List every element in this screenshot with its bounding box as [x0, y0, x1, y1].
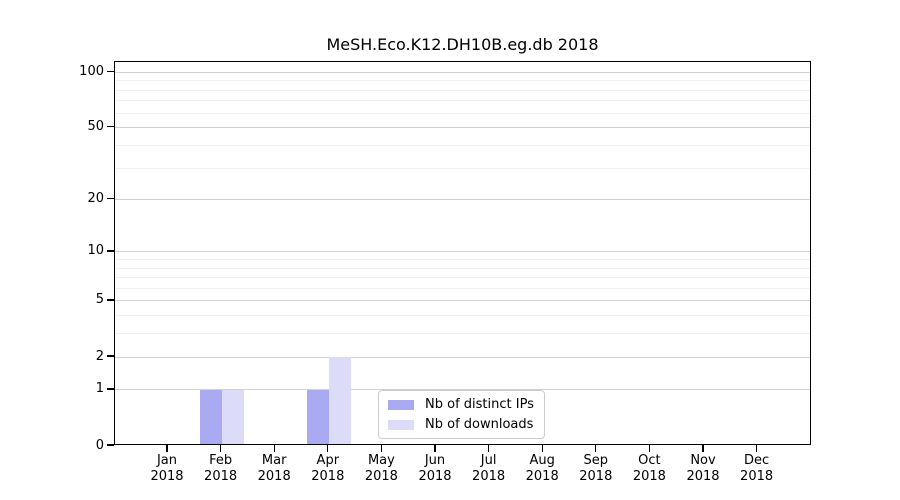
x-tick-label: Apr 2018	[298, 453, 358, 485]
legend: Nb of distinct IPs Nb of downloads	[378, 390, 545, 439]
x-tick-label: Mar 2018	[244, 453, 304, 485]
y-gridline-minor	[115, 144, 810, 146]
x-tick-year: 2018	[472, 469, 506, 484]
legend-label-downloads: Nb of downloads	[425, 417, 534, 432]
y-tick-mark	[107, 197, 114, 200]
y-tick-mark	[107, 126, 114, 128]
x-tick-year: 2018	[632, 469, 666, 484]
y-gridline-minor	[115, 315, 810, 317]
y-tick-label: 5	[95, 292, 104, 308]
legend-swatch-distinct-ips	[388, 399, 414, 410]
x-tick-year: 2018	[686, 469, 720, 484]
y-tick-label: 2	[95, 348, 104, 364]
x-tick-label: Oct 2018	[619, 453, 679, 485]
x-tick-month: Jan	[156, 453, 178, 468]
x-tick-label: Feb 2018	[191, 453, 251, 485]
x-tick-mark	[755, 445, 758, 452]
x-tick-month: Apr	[316, 453, 340, 468]
x-tick-label: Jan 2018	[137, 453, 197, 485]
y-tick-label: 0	[95, 437, 104, 453]
x-tick-label: Sep 2018	[566, 453, 626, 485]
x-tick-year: 2018	[364, 469, 398, 484]
y-gridline-major	[115, 300, 810, 302]
legend-item-distinct-ips: Nb of distinct IPs	[388, 397, 534, 412]
x-tick-mark	[648, 445, 651, 452]
x-tick-mark	[487, 445, 490, 452]
x-tick-mark	[702, 445, 704, 452]
y-tick-mark	[107, 444, 114, 446]
y-gridline-major	[115, 251, 810, 253]
y-gridline-minor	[115, 167, 810, 169]
x-tick-mark	[541, 445, 543, 452]
x-tick-mark	[166, 445, 168, 452]
legend-swatch-downloads	[388, 419, 414, 430]
x-tick-year: 2018	[740, 469, 774, 484]
x-tick-month: Dec	[744, 453, 770, 468]
y-gridline-minor	[115, 333, 810, 335]
y-gridline-major	[115, 127, 810, 129]
x-tick-month: Aug	[529, 453, 555, 468]
y-tick-mark	[107, 388, 114, 390]
x-tick-month: Mar	[261, 453, 287, 468]
x-tick-year: 2018	[525, 469, 559, 484]
y-gridline-minor	[115, 100, 810, 102]
x-tick-month: Sep	[583, 453, 609, 468]
y-tick-label: 20	[87, 191, 104, 207]
x-tick-label: Jun 2018	[405, 453, 465, 485]
legend-label-distinct-ips: Nb of distinct IPs	[425, 397, 534, 412]
x-tick-month: May	[367, 453, 395, 468]
x-tick-mark	[434, 445, 436, 452]
y-tick-label: 10	[87, 243, 104, 259]
y-gridline-major	[115, 356, 810, 358]
y-gridline-minor	[115, 287, 810, 289]
x-tick-label: Aug 2018	[512, 453, 572, 485]
bar-distinct-ips	[199, 389, 222, 444]
x-tick-mark	[219, 445, 222, 452]
x-tick-month: Nov	[690, 453, 716, 468]
x-tick-year: 2018	[579, 469, 613, 484]
y-gridline-minor	[115, 89, 810, 91]
bar-downloads	[221, 389, 244, 444]
x-tick-month: Oct	[638, 453, 661, 468]
x-tick-label: Nov 2018	[673, 453, 733, 485]
y-tick-mark	[107, 299, 114, 301]
y-gridline-minor	[115, 112, 810, 114]
x-tick-label: May 2018	[351, 453, 411, 485]
y-gridline-minor	[115, 267, 810, 269]
x-tick-month: Feb	[209, 453, 233, 468]
y-gridline-minor	[115, 259, 810, 261]
chart-title: MeSH.Eco.K12.DH10B.eg.db 2018	[326, 35, 599, 54]
y-gridline-major	[115, 199, 810, 201]
y-tick-mark	[107, 70, 114, 73]
y-tick-mark	[107, 355, 114, 357]
x-tick-mark	[327, 445, 329, 452]
y-tick-label: 100	[79, 63, 104, 79]
y-tick-label: 50	[87, 119, 104, 135]
x-tick-mark	[595, 445, 597, 452]
y-gridline-major	[115, 389, 810, 391]
bar-downloads	[328, 357, 351, 444]
x-tick-year: 2018	[311, 469, 345, 484]
bar-distinct-ips	[306, 389, 329, 444]
x-tick-year: 2018	[204, 469, 238, 484]
x-tick-label: Dec 2018	[727, 453, 787, 485]
y-gridline-minor	[115, 277, 810, 279]
y-tick-label: 1	[95, 381, 104, 397]
plot-area	[114, 61, 811, 445]
x-tick-mark	[273, 445, 275, 452]
legend-item-downloads: Nb of downloads	[388, 417, 534, 432]
x-tick-year: 2018	[257, 469, 291, 484]
y-tick-mark	[107, 250, 114, 252]
x-tick-year: 2018	[150, 469, 184, 484]
x-tick-month: Jun	[424, 453, 446, 468]
y-gridline-minor	[115, 80, 810, 82]
y-gridline-major	[115, 71, 810, 73]
x-tick-mark	[380, 445, 383, 452]
x-tick-year: 2018	[418, 469, 452, 484]
x-tick-label: Jul 2018	[459, 453, 519, 485]
x-tick-month: Jul	[480, 453, 497, 468]
